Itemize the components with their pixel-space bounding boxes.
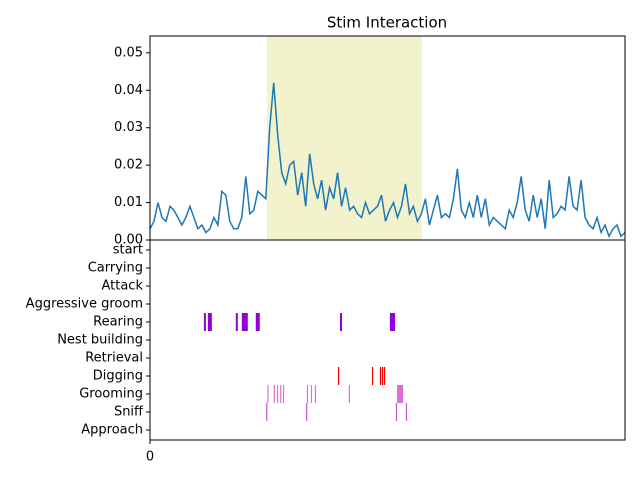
y-tick-label: start: [113, 243, 143, 258]
y-tick-label: 0.00: [114, 233, 143, 248]
event: [235, 313, 238, 331]
event: [395, 403, 398, 421]
event: [267, 385, 269, 403]
event: [255, 313, 260, 331]
event: [282, 385, 285, 403]
y-tick-label: Aggressive groom: [26, 297, 143, 312]
y-tick-label: Sniff: [114, 405, 144, 420]
signal-line: [149, 82, 626, 239]
event: [266, 403, 268, 421]
event: [310, 385, 313, 403]
event: [397, 385, 404, 403]
event: [203, 313, 206, 331]
y-tick-label: 0.03: [114, 120, 143, 135]
y-tick-label: Attack: [101, 279, 143, 294]
axes-frame: [149, 239, 626, 441]
y-tick-label: Retrieval: [85, 351, 143, 366]
event: [348, 385, 350, 403]
event: [338, 367, 340, 385]
event: [306, 403, 308, 421]
y-tick-label: Nest building: [57, 333, 143, 348]
event: [389, 313, 396, 331]
event: [273, 385, 275, 403]
event: [379, 367, 382, 385]
x-tick-label: 0: [146, 450, 154, 465]
event: [280, 385, 282, 403]
event: [340, 313, 342, 331]
stim-span: [266, 36, 422, 240]
event: [314, 385, 317, 403]
event: [276, 385, 279, 403]
y-tick-label: Approach: [81, 423, 143, 438]
event: [383, 367, 386, 385]
event: [405, 403, 408, 421]
y-tick-label: Digging: [93, 369, 143, 384]
event: [371, 367, 374, 385]
event: [241, 313, 248, 331]
y-tick-label: 0.02: [114, 158, 143, 173]
event: [207, 313, 212, 331]
event: [381, 367, 384, 385]
y-tick-label: 0.04: [114, 83, 143, 98]
y-tick-label: Carrying: [88, 261, 143, 276]
chart-title: Stim Interaction: [327, 14, 447, 32]
y-tick-label: 0.05: [114, 45, 143, 60]
y-tick-label: Rearing: [93, 315, 143, 330]
y-tick-label: 0.01: [114, 195, 143, 210]
y-tick-label: Grooming: [79, 387, 143, 402]
event: [306, 385, 309, 403]
